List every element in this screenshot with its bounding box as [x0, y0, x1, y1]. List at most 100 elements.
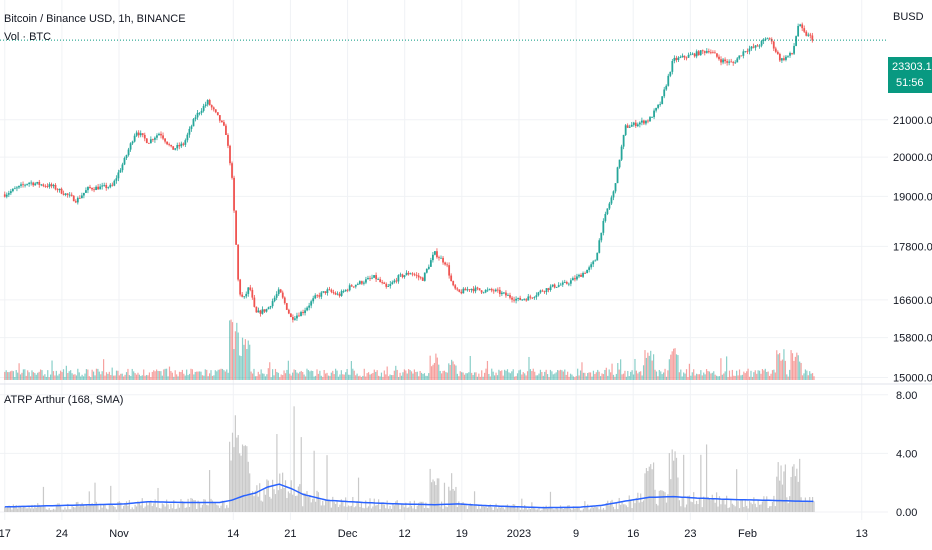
candle-body[interactable] [716, 53, 718, 57]
candle-body[interactable] [387, 286, 390, 287]
candle-body[interactable] [265, 309, 268, 312]
candle-body[interactable] [582, 273, 584, 277]
candle-body[interactable] [273, 297, 276, 302]
candle-body[interactable] [243, 296, 246, 298]
candle-body[interactable] [9, 191, 12, 194]
candle-body[interactable] [610, 197, 613, 204]
candle-body[interactable] [712, 52, 714, 54]
candle-body[interactable] [740, 55, 743, 57]
candle-body[interactable] [643, 120, 645, 124]
candle-body[interactable] [446, 264, 449, 266]
candle-body[interactable] [218, 115, 221, 121]
candle-body[interactable] [85, 190, 87, 193]
candle-body[interactable] [289, 313, 292, 318]
candle-body[interactable] [20, 184, 22, 186]
candle-body[interactable] [332, 292, 335, 293]
candle-body[interactable] [340, 291, 343, 296]
candle-body[interactable] [83, 192, 85, 196]
candle-body[interactable] [413, 274, 416, 276]
symbol-title[interactable]: Bitcoin / Binance USD, 1h, BINANCE [4, 13, 186, 25]
candle-body[interactable] [507, 295, 509, 296]
candle-body[interactable] [545, 288, 548, 292]
candle-body[interactable] [440, 257, 442, 259]
candle-body[interactable] [529, 296, 532, 298]
candle-body[interactable] [415, 274, 418, 276]
candle-body[interactable] [261, 309, 264, 314]
candle-body[interactable] [247, 287, 250, 294]
candle-body[interactable] [655, 107, 657, 111]
candle-body[interactable] [584, 273, 586, 274]
candle-body[interactable] [559, 284, 562, 286]
volume-legend[interactable]: Vol · BTC [4, 31, 51, 43]
candle-body[interactable] [421, 277, 424, 281]
candle-body[interactable] [34, 183, 37, 186]
candle-body[interactable] [24, 184, 26, 186]
candle-body[interactable] [251, 289, 254, 298]
candle-body[interactable] [561, 282, 564, 285]
candle-body[interactable] [30, 182, 33, 184]
candle-body[interactable] [677, 57, 680, 61]
candle-body[interactable] [291, 317, 294, 320]
candle-body[interactable] [407, 272, 410, 275]
candle-body[interactable] [322, 291, 325, 293]
candle-body[interactable] [381, 281, 384, 283]
candle-body[interactable] [766, 38, 769, 40]
candle-body[interactable] [158, 133, 160, 136]
candle-body[interactable] [793, 45, 795, 54]
candle-body[interactable] [326, 289, 329, 294]
candle-body[interactable] [630, 124, 633, 127]
candle-body[interactable] [135, 132, 138, 136]
candle-body[interactable] [257, 310, 260, 313]
candle-body[interactable] [689, 54, 692, 56]
candle-body[interactable] [121, 164, 124, 171]
candle-body[interactable] [358, 281, 361, 284]
candle-body[interactable] [709, 52, 712, 54]
candle-body[interactable] [371, 277, 373, 279]
candle-body[interactable] [429, 260, 432, 267]
candle-body[interactable] [500, 292, 503, 295]
candle-body[interactable] [212, 107, 215, 110]
candle-body[interactable] [539, 290, 542, 293]
indicator-legend[interactable]: ATRP Arthur (168, SMA) [4, 394, 123, 406]
candle-body[interactable] [78, 197, 81, 199]
candle-body[interactable] [620, 146, 623, 160]
candle-body[interactable] [182, 143, 185, 145]
candle-body[interactable] [214, 109, 217, 113]
candle-body[interactable] [5, 194, 8, 197]
candle-body[interactable] [503, 292, 505, 294]
candle-body[interactable] [754, 45, 757, 48]
candle-body[interactable] [592, 261, 595, 265]
candle-body[interactable] [306, 307, 308, 311]
candle-body[interactable] [659, 103, 662, 105]
candle-body[interactable] [634, 122, 637, 127]
candle-body[interactable] [653, 110, 655, 118]
candle-body[interactable] [125, 155, 128, 159]
candle-body[interactable] [574, 278, 576, 280]
candle-body[interactable] [7, 193, 10, 195]
candle-body[interactable] [369, 277, 371, 279]
candle-body[interactable] [389, 284, 392, 287]
candle-body[interactable] [198, 112, 201, 114]
candle-body[interactable] [342, 291, 345, 292]
candle-body[interactable] [535, 295, 538, 298]
candle-body[interactable] [543, 291, 546, 293]
candle-body[interactable] [774, 48, 777, 52]
candle-body[interactable] [596, 252, 599, 261]
candle-body[interactable] [476, 287, 479, 289]
candle-body[interactable] [523, 299, 526, 301]
candle-body[interactable] [572, 278, 574, 281]
candle-body[interactable] [360, 281, 363, 284]
candle-body[interactable] [62, 193, 65, 195]
candle-body[interactable] [204, 104, 207, 106]
candle-body[interactable] [527, 296, 530, 301]
candle-body[interactable] [448, 265, 451, 276]
candle-body[interactable] [419, 277, 422, 279]
candle-body[interactable] [373, 275, 375, 278]
candle-body[interactable] [348, 285, 351, 291]
candle-body[interactable] [275, 294, 278, 298]
candle-body[interactable] [367, 277, 369, 280]
candle-body[interactable] [590, 264, 593, 268]
candle-body[interactable] [640, 120, 643, 123]
candle-body[interactable] [147, 142, 150, 144]
